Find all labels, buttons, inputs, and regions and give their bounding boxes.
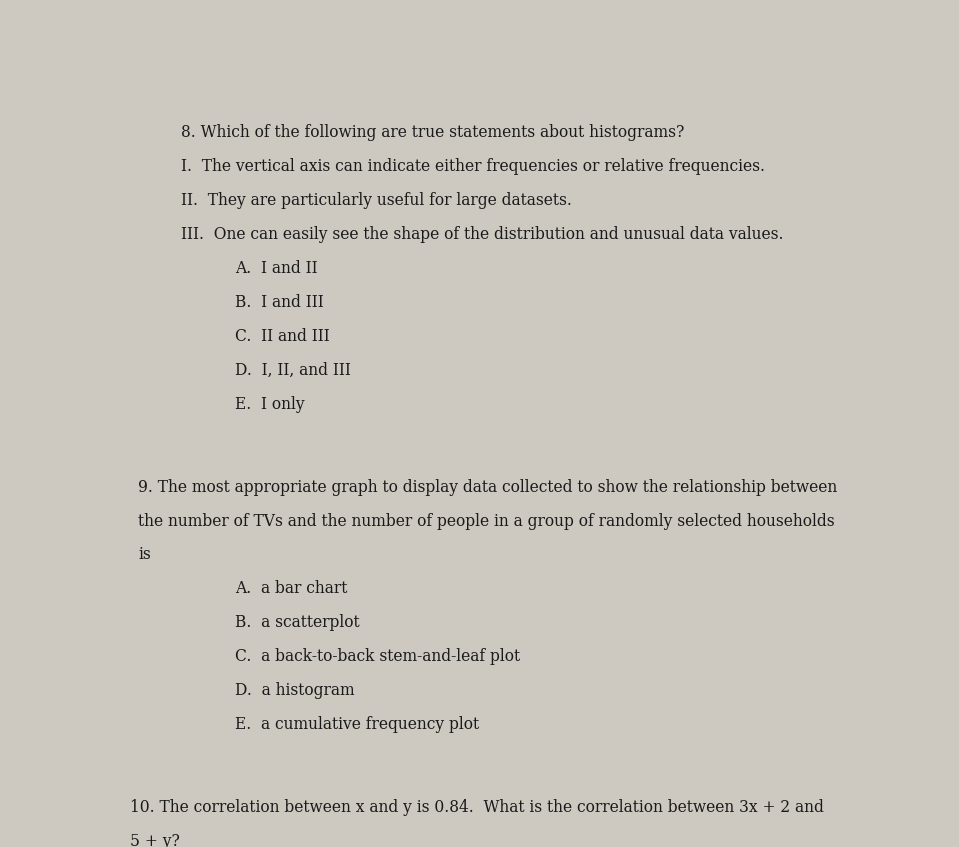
- Text: the number of TVs and the number of people in a group of randomly selected house: the number of TVs and the number of peop…: [138, 512, 835, 529]
- Text: I.  The vertical axis can indicate either frequencies or relative frequencies.: I. The vertical axis can indicate either…: [181, 158, 765, 175]
- Text: C.  a back-to-back stem-and-leaf plot: C. a back-to-back stem-and-leaf plot: [235, 648, 520, 665]
- Text: is: is: [138, 546, 152, 563]
- Text: III.  One can easily see the shape of the distribution and unusual data values.: III. One can easily see the shape of the…: [181, 226, 784, 243]
- Text: B.  a scatterplot: B. a scatterplot: [235, 614, 360, 631]
- Text: B.  I and III: B. I and III: [235, 294, 324, 311]
- Text: C.  II and III: C. II and III: [235, 328, 330, 345]
- Text: 5 + y?: 5 + y?: [129, 833, 179, 847]
- Text: 10. The correlation between x and y is 0.84.  What is the correlation between 3x: 10. The correlation between x and y is 0…: [129, 799, 824, 816]
- Text: II.  They are particularly useful for large datasets.: II. They are particularly useful for lar…: [181, 192, 572, 209]
- Text: 9. The most appropriate graph to display data collected to show the relationship: 9. The most appropriate graph to display…: [138, 479, 838, 495]
- Text: 8. Which of the following are true statements about histograms?: 8. Which of the following are true state…: [181, 125, 684, 141]
- Text: A.  a bar chart: A. a bar chart: [235, 580, 347, 597]
- Text: D.  a histogram: D. a histogram: [235, 682, 355, 699]
- Text: E.  a cumulative frequency plot: E. a cumulative frequency plot: [235, 716, 480, 733]
- Text: D.  I, II, and III: D. I, II, and III: [235, 362, 351, 379]
- Text: E.  I only: E. I only: [235, 396, 305, 412]
- Text: A.  I and II: A. I and II: [235, 260, 317, 277]
